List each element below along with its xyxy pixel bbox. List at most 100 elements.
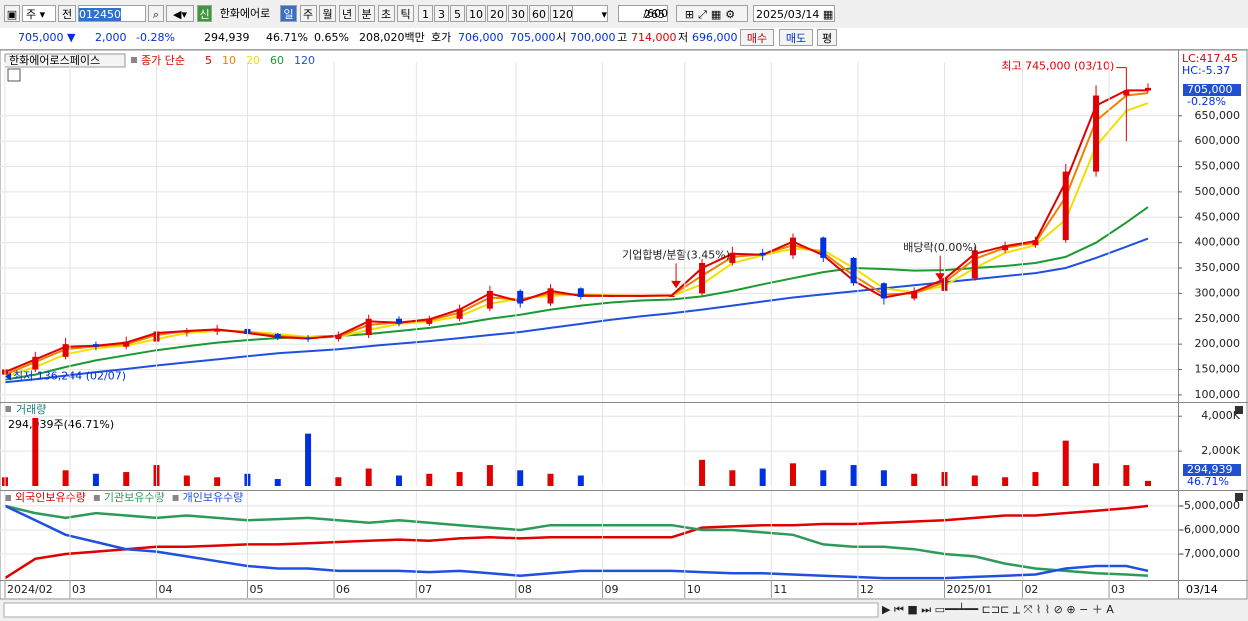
price-box bbox=[1183, 84, 1241, 96]
x-tick-label: 02 bbox=[1024, 583, 1038, 596]
y-tick-label: 150,000 bbox=[1195, 363, 1241, 376]
tool-icons[interactable]: ⊞⤢▦⚙ bbox=[676, 5, 748, 22]
x-tick-label: 03 bbox=[1111, 583, 1125, 596]
annotation-arrow bbox=[5, 372, 11, 381]
period-select[interactable]: 주 ▾ bbox=[22, 5, 56, 22]
amount: 208,020백만 bbox=[359, 31, 425, 44]
code-input[interactable]: 012450 bbox=[78, 5, 146, 22]
price-box-change: -0.28% bbox=[1187, 95, 1226, 108]
code: 012450 bbox=[79, 8, 121, 21]
count-button[interactable]: 30 bbox=[508, 5, 528, 22]
volume-bar bbox=[1145, 480, 1151, 486]
y-tick-label: -7,000,000 bbox=[1180, 547, 1240, 560]
x-tick-label: 04 bbox=[159, 583, 173, 596]
candle-body bbox=[1145, 87, 1151, 91]
count-button[interactable]: 60 bbox=[529, 5, 549, 22]
volume-bar bbox=[426, 473, 433, 486]
sell-button[interactable]: 매도 bbox=[779, 29, 813, 46]
y-tick-label: 250,000 bbox=[1195, 312, 1241, 325]
legend-entry: 외국인보유수량 bbox=[15, 491, 86, 504]
price-box-value: 705,000 bbox=[1187, 83, 1233, 96]
interval-button[interactable]: 월 bbox=[319, 5, 336, 22]
current-date: 03/14 bbox=[1186, 583, 1218, 596]
panel-close[interactable] bbox=[1235, 493, 1243, 501]
stock-name: 한화에어로 bbox=[219, 7, 271, 20]
volume-bar bbox=[547, 473, 554, 486]
volume-title: 거래량 bbox=[16, 403, 46, 416]
legend-entry: 120 bbox=[294, 54, 315, 67]
count-button[interactable]: 20 bbox=[487, 5, 507, 22]
panel-close[interactable] bbox=[1235, 406, 1243, 414]
candle-body bbox=[729, 252, 736, 263]
sound-button[interactable]: ◀▾ bbox=[166, 5, 194, 22]
chart: 한화에어로스페이스 종가 단순 LC:417.45 HC:-5.37 705,0… bbox=[0, 49, 1248, 621]
candle-body bbox=[1123, 90, 1130, 96]
count-button[interactable]: 3 bbox=[434, 5, 449, 22]
legend-entry: 개인보유수량 bbox=[183, 491, 244, 504]
candle-body bbox=[32, 356, 39, 370]
volume-bar bbox=[62, 470, 69, 486]
legend-square bbox=[5, 406, 11, 412]
volume: 294,939 bbox=[204, 31, 250, 44]
price: 705,000 ▼ bbox=[18, 31, 76, 44]
volume-bar bbox=[1062, 440, 1069, 486]
interval-button[interactable]: 분 bbox=[358, 5, 375, 22]
candle-body bbox=[638, 295, 645, 297]
interval-button[interactable]: 주 bbox=[299, 5, 317, 22]
change-pct: -0.28% bbox=[136, 31, 175, 44]
candle-body bbox=[517, 290, 524, 304]
candle-body bbox=[274, 334, 281, 339]
volume-bar bbox=[335, 477, 342, 486]
count-button[interactable]: 1 bbox=[418, 5, 433, 22]
calc-icon[interactable] bbox=[7, 68, 21, 82]
legend-square bbox=[5, 495, 11, 501]
lc-label: LC:417.45 bbox=[1182, 52, 1238, 65]
interval-button[interactable]: 초 bbox=[377, 5, 395, 22]
x-tick-label: 08 bbox=[518, 583, 532, 596]
y-tick-label: 400,000 bbox=[1195, 236, 1241, 249]
empty-select[interactable]: ▾ bbox=[572, 5, 608, 22]
candle-body bbox=[820, 237, 827, 258]
count-button[interactable]: 5 bbox=[450, 5, 465, 22]
y-tick-label: 650,000 bbox=[1195, 109, 1241, 122]
y-tick-label: 350,000 bbox=[1195, 261, 1241, 274]
high-label: 고 bbox=[617, 31, 628, 44]
count-input[interactable]: 265 bbox=[618, 5, 668, 22]
interval-button[interactable]: 틱 bbox=[397, 5, 414, 22]
volume-bar bbox=[729, 470, 736, 486]
buy-button[interactable]: 매수 bbox=[740, 29, 774, 46]
volume-bar bbox=[699, 459, 706, 486]
candle-body bbox=[547, 288, 554, 304]
holding-line bbox=[4, 504, 1149, 580]
volume-bar bbox=[789, 463, 796, 486]
low: 696,000 bbox=[692, 31, 738, 44]
x-tick-label: 10 bbox=[687, 583, 701, 596]
candle-body bbox=[1093, 95, 1100, 172]
x-tick-label: 05 bbox=[249, 583, 263, 596]
holding-line bbox=[4, 504, 1149, 580]
change: 2,000 bbox=[95, 31, 127, 44]
menu-icon[interactable]: ▣ bbox=[4, 5, 20, 22]
avg-button[interactable]: 평 bbox=[817, 29, 837, 46]
y-tick-label: 300,000 bbox=[1195, 286, 1241, 299]
count-button[interactable]: 10 bbox=[466, 5, 486, 22]
prev-button[interactable]: 전 bbox=[58, 5, 76, 22]
candle-body bbox=[92, 344, 99, 347]
volume-bar bbox=[850, 465, 857, 486]
interval-button[interactable]: 년 bbox=[338, 5, 356, 22]
date-input[interactable]: 2025/03/14 ▦ bbox=[753, 5, 835, 22]
count-max: /600 bbox=[643, 7, 668, 20]
interval-button[interactable]: 일 bbox=[280, 5, 297, 22]
search-button[interactable]: ⌕ bbox=[148, 5, 164, 22]
nav-icons[interactable]: ▶ ⏮ ■ ⏭ ▭━━┷━━ ⊏⊐⊏ ⟂ ⤧ ⌇ ⌇ ⊘ ⊕ − ＋ A bbox=[882, 602, 1114, 616]
volume-bar bbox=[880, 470, 887, 486]
volume-bar bbox=[456, 472, 463, 486]
x-tick-label: 03 bbox=[72, 583, 86, 596]
candle-body bbox=[880, 283, 887, 299]
candle-body bbox=[486, 290, 493, 309]
candle-body bbox=[608, 295, 615, 297]
scroll-track[interactable] bbox=[3, 602, 879, 618]
candle-body bbox=[577, 288, 584, 297]
